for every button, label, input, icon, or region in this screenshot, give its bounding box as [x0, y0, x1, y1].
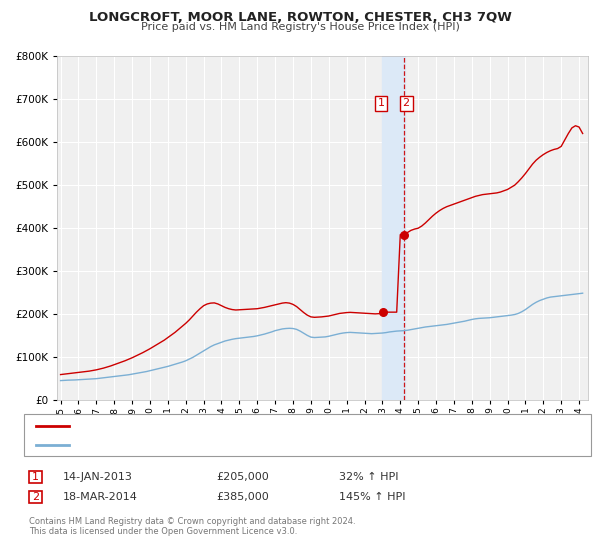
Text: Price paid vs. HM Land Registry's House Price Index (HPI): Price paid vs. HM Land Registry's House …	[140, 22, 460, 32]
Point	[379, 307, 388, 316]
Text: 1: 1	[377, 99, 385, 108]
Text: 1: 1	[32, 472, 39, 482]
Text: HPI: Average price, semi-detached house, Cheshire West and Chester: HPI: Average price, semi-detached house,…	[75, 440, 415, 450]
Text: 32% ↑ HPI: 32% ↑ HPI	[339, 472, 398, 482]
Point	[399, 230, 409, 239]
Text: LONGCROFT, MOOR LANE, ROWTON, CHESTER, CH3 7QW: LONGCROFT, MOOR LANE, ROWTON, CHESTER, C…	[89, 11, 511, 24]
Text: 14-JAN-2013: 14-JAN-2013	[63, 472, 133, 482]
Text: 18-MAR-2014: 18-MAR-2014	[63, 492, 138, 502]
Bar	[382, 56, 405, 400]
Text: LONGCROFT, MOOR LANE, ROWTON, CHESTER, CH3 7QW (semi-detached house): LONGCROFT, MOOR LANE, ROWTON, CHESTER, C…	[75, 421, 473, 431]
Text: 2: 2	[32, 492, 39, 502]
Text: Contains HM Land Registry data © Crown copyright and database right 2024.: Contains HM Land Registry data © Crown c…	[29, 517, 355, 526]
Text: 2: 2	[403, 99, 410, 108]
Text: This data is licensed under the Open Government Licence v3.0.: This data is licensed under the Open Gov…	[29, 528, 297, 536]
Text: £385,000: £385,000	[216, 492, 269, 502]
Text: 145% ↑ HPI: 145% ↑ HPI	[339, 492, 406, 502]
Text: £205,000: £205,000	[216, 472, 269, 482]
